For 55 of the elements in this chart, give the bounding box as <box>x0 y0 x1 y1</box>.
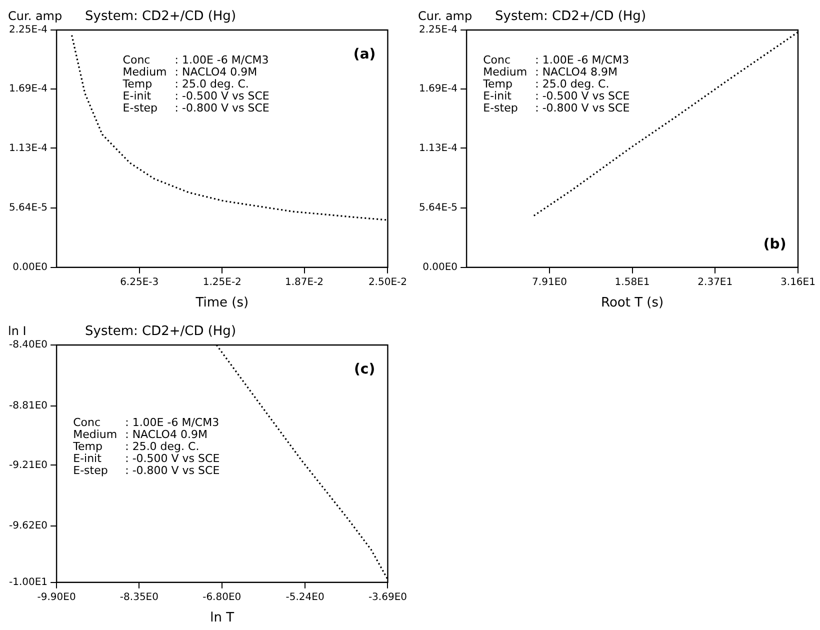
text: E-init : -0.500 V vs SCE <box>122 90 270 103</box>
annotation: (a) <box>353 46 376 63</box>
y-tick-label: 1.13E-4 <box>418 142 458 154</box>
x-tick-label: 2.50E-2 <box>368 276 408 288</box>
text: Temp : 25.0 deg. C. <box>122 78 249 91</box>
x-tick-label: 6.25E-3 <box>120 276 159 288</box>
x-axis-title: Time (s) <box>194 296 249 311</box>
y-tick-label: 2.25E-4 <box>418 24 458 36</box>
y-tick-label: 5.64E-5 <box>8 202 48 214</box>
y-tick-label: 0.00E0 <box>422 262 458 273</box>
y-tick-label: 1.69E-4 <box>418 84 458 95</box>
y-tick-label: -9.21E0 <box>8 460 48 471</box>
text: E-step : -0.800 V vs SCE <box>483 102 630 115</box>
text: E-init : -0.500 V vs SCE <box>73 452 220 466</box>
text: Temp : 25.0 deg. C. <box>73 440 200 454</box>
x-tick-label: -3.69E0 <box>368 592 408 603</box>
annotation: Medium : NACLO4 0.9M <box>122 66 258 79</box>
chart-title: System: CD2+/CD (Hg) <box>85 324 236 339</box>
x-tick-label: 3.16E1 <box>780 276 816 288</box>
x-tick-label: -8.35E0 <box>120 592 158 603</box>
y-tick-label: 1.69E-4 <box>8 84 48 95</box>
text: E-step : -0.800 V vs SCE <box>73 464 220 478</box>
y-tick-label: 0.00E0 <box>12 262 48 273</box>
x-tick-label: -6.80E0 <box>202 592 242 603</box>
x-axis-title: ln T <box>210 610 234 626</box>
y-axis-title: Cur. amp <box>418 9 472 23</box>
text: Temp : 25.0 deg. C. <box>483 78 610 91</box>
y-tick-label: 1.13E-4 <box>8 142 48 154</box>
annotation: (b) <box>763 236 786 253</box>
y-tick-label: 2.25E-4 <box>8 24 48 36</box>
text: E-init : -0.500 V vs SCE <box>483 90 630 103</box>
x-tick-label: 1.58E1 <box>614 276 650 288</box>
annotation: Medium : NACLO4 0.9M <box>73 428 208 442</box>
annotation: Medium : NACLO4 8.9M <box>483 66 618 79</box>
y-tick-label: -1.00E1 <box>8 576 48 588</box>
x-tick-label: 1.25E-2 <box>202 276 242 288</box>
annotation: (c) <box>354 362 376 378</box>
y-axis-title: ln I <box>8 324 26 338</box>
y-tick-label: -8.81E0 <box>8 400 48 412</box>
text: Conc : 1.00E -6 M/CM3 <box>122 54 269 67</box>
x-tick-label: 7.91E0 <box>532 276 567 288</box>
x-tick-label: -5.24E0 <box>286 592 324 603</box>
y-tick-label: 5.64E-5 <box>418 202 458 214</box>
y-axis-title: Cur. amp <box>8 9 62 23</box>
x-tick-label: 2.37E1 <box>698 276 733 288</box>
x-axis-title: Root T (s) <box>600 296 664 311</box>
y-tick-label: -8.40E0 <box>8 340 48 351</box>
y-tick-label: -9.62E0 <box>8 520 48 532</box>
text: Conc : 1.00E -6 M/CM3 <box>73 416 220 430</box>
x-tick-label: 1.87E-2 <box>284 276 324 288</box>
chart-title: System: CD2+/CD (Hg) <box>495 9 646 24</box>
x-tick-label: -9.90E0 <box>37 592 76 603</box>
text: Conc : 1.00E -6 M/CM3 <box>483 54 630 67</box>
text: E-step : -0.800 V vs SCE <box>122 102 270 115</box>
chart-title: System: CD2+/CD (Hg) <box>85 9 236 24</box>
